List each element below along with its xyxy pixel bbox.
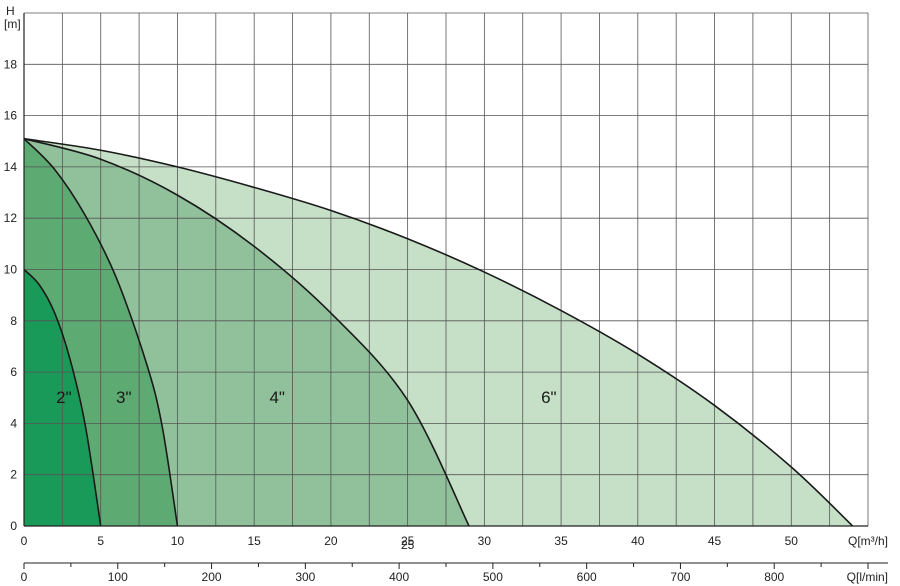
y-tick-label: 4 — [10, 416, 17, 430]
region-label: 2" — [56, 388, 72, 407]
y-tick-label: 14 — [4, 160, 18, 174]
grid — [23, 12, 869, 527]
secondary-axis-label: Q[l/min] — [847, 570, 888, 584]
x-tick-label: 20 — [324, 534, 338, 548]
y-axis-label: H — [6, 4, 15, 18]
x-tick-label: 50 — [785, 534, 799, 548]
secondary-tick-label: 800 — [764, 570, 784, 584]
region-label: 6" — [541, 388, 557, 407]
secondary-tick-label: 500 — [483, 570, 503, 584]
x-tick-label: 40 — [631, 534, 645, 548]
region-label: 4" — [269, 388, 285, 407]
y-tick-label: 0 — [10, 519, 17, 533]
x-tick-label: 25 — [401, 534, 415, 548]
y-tick-label: 10 — [4, 263, 18, 277]
region-label: 3" — [116, 388, 132, 407]
x-extra-label: 25 — [401, 538, 415, 552]
x-tick-label: 15 — [248, 534, 262, 548]
y-tick-label: 12 — [4, 211, 18, 225]
curve-0 — [23, 137, 854, 527]
y-tick-label: 16 — [4, 109, 18, 123]
curve-1 — [23, 137, 470, 527]
x-tick-label: 35 — [554, 534, 568, 548]
x-tick-label: 0 — [21, 534, 28, 548]
secondary-tick-label: 600 — [577, 570, 597, 584]
y-tick-label: 8 — [10, 314, 17, 328]
x-tick-label: 45 — [708, 534, 722, 548]
x-tick-label: 30 — [478, 534, 492, 548]
secondary-tick-label: 100 — [108, 570, 128, 584]
secondary-tick-label: 200 — [202, 570, 222, 584]
secondary-tick-label: 300 — [295, 570, 315, 584]
secondary-tick-label: 0 — [21, 570, 28, 584]
x-axis-label: Q[m³/h] — [848, 534, 888, 548]
secondary-tick-label: 400 — [389, 570, 409, 584]
curve-2 — [23, 138, 179, 527]
y-axis-unit: [m] — [4, 17, 21, 31]
x-tick-label: 10 — [171, 534, 185, 548]
secondary-tick-label: 700 — [670, 570, 690, 584]
y-tick-label: 18 — [4, 57, 18, 71]
y-tick-label: 6 — [10, 365, 17, 379]
curve-3 — [23, 268, 102, 527]
y-tick-label: 2 — [10, 468, 17, 482]
x-tick-label: 5 — [97, 534, 104, 548]
